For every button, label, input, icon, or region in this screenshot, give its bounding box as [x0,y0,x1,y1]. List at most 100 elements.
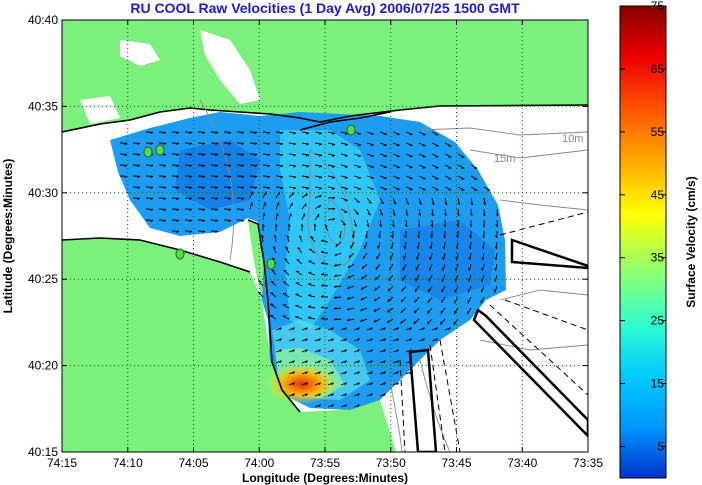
velocity-vector [314,142,322,145]
velocity-vector-head [137,175,141,179]
velocity-vector [418,142,426,147]
velocity-vector-head [292,382,295,386]
bathymetry-contours [199,99,588,452]
velocity-vector [275,142,284,145]
velocity-vector-head [383,188,387,191]
velocity-vector [308,272,316,276]
velocity-vector [295,282,303,287]
velocity-vector [418,327,425,331]
velocity-vector-head [137,164,141,168]
velocity-vector [262,131,271,133]
velocity-vector [327,360,334,364]
velocity-vector-head [254,153,258,157]
velocity-vector [301,153,309,156]
velocity-vector-head [344,371,347,375]
velocity-vector [431,142,439,147]
velocity-vector [340,197,348,201]
velocity-vector-head [150,197,154,201]
radar-site-marker [346,124,356,136]
velocity-vector [387,307,394,313]
velocity-vector-head [241,208,245,212]
velocity-vector [405,338,412,342]
velocity-vector [431,131,439,136]
velocity-vector-head [396,382,399,386]
velocity-vector [275,202,279,210]
velocity-vector [470,175,478,180]
velocity-vector [314,175,322,178]
velocity-vector-head [176,142,180,146]
velocity-vector-head [357,188,361,190]
velocity-vector-head [163,197,167,201]
velocity-vector-head [189,197,193,201]
velocity-vector-head [280,165,284,168]
velocity-vector-head [292,176,297,179]
velocity-vector-head [418,202,422,205]
velocity-vector [314,393,321,397]
velocity-vector-head [370,382,373,386]
coastline-rockaway [299,111,391,131]
velocity-vector-head [284,258,288,261]
velocity-vector-head [318,393,321,397]
velocity-vector [387,318,394,324]
velocity-vector [288,360,295,364]
velocity-vector-head [387,309,390,313]
velocity-vector-head [409,327,412,331]
velocity-vector [392,327,399,331]
velocity-vector-head [292,360,295,364]
velocity-vector [414,296,420,303]
velocity-vector-head [124,175,128,179]
velocity-vector-head [176,164,180,168]
velocity-vector-head [331,177,335,179]
velocity-vector-head [331,382,334,386]
velocity-vector [288,349,295,353]
velocity-vector-head [285,246,289,249]
velocity-vector [262,191,267,199]
velocity-vector [288,153,297,156]
velocity-vector-head [360,308,363,312]
velocity-vector [443,241,446,250]
velocity-vector [467,285,472,293]
velocity-vector [275,213,278,221]
velocity-vector-head [176,208,180,212]
velocity-vector-head [176,230,180,234]
velocity-vector-head [305,165,310,168]
velocity-vector [403,252,407,260]
coastline [62,104,588,133]
velocity-vector-head [467,278,470,282]
velocity-vector-head [363,245,366,249]
velocity-vector-head [417,224,421,228]
velocity-vector-head [202,197,206,201]
velocity-vector-head [344,360,347,364]
colorbar-tick-label: 15 [651,377,665,391]
velocity-vector-head [344,188,348,190]
velocity-vector-head [292,187,297,190]
velocity-vector [347,307,355,311]
velocity-vector-head [390,245,393,250]
velocity-vector-head [383,338,386,342]
velocity-vector [340,142,348,146]
velocity-vector [431,338,438,342]
velocity-vector [282,315,290,320]
velocity-vector-head [163,208,167,212]
velocity-vector [327,218,335,221]
velocity-vector [428,274,433,282]
velocity-vector [314,204,321,210]
velocity-vector-head [383,177,387,180]
colorbar-tick-label: 45 [651,188,665,202]
velocity-vector [405,197,410,205]
velocity-vector [418,208,422,216]
velocity-vector-head [163,142,167,146]
velocity-vector [353,153,361,157]
velocity-vector [366,186,374,190]
velocity-vector-head [270,292,274,294]
velocity-vector-head [320,295,324,298]
velocity-vector [366,142,374,146]
radar-site-marker [155,144,165,156]
velocity-vector [327,327,334,331]
velocity-vector-head [469,213,473,217]
radar-sites [143,124,356,270]
velocity-vector [467,296,472,304]
velocity-vector-head [468,256,471,261]
velocity-vector [288,338,295,342]
velocity-vector [405,142,413,146]
